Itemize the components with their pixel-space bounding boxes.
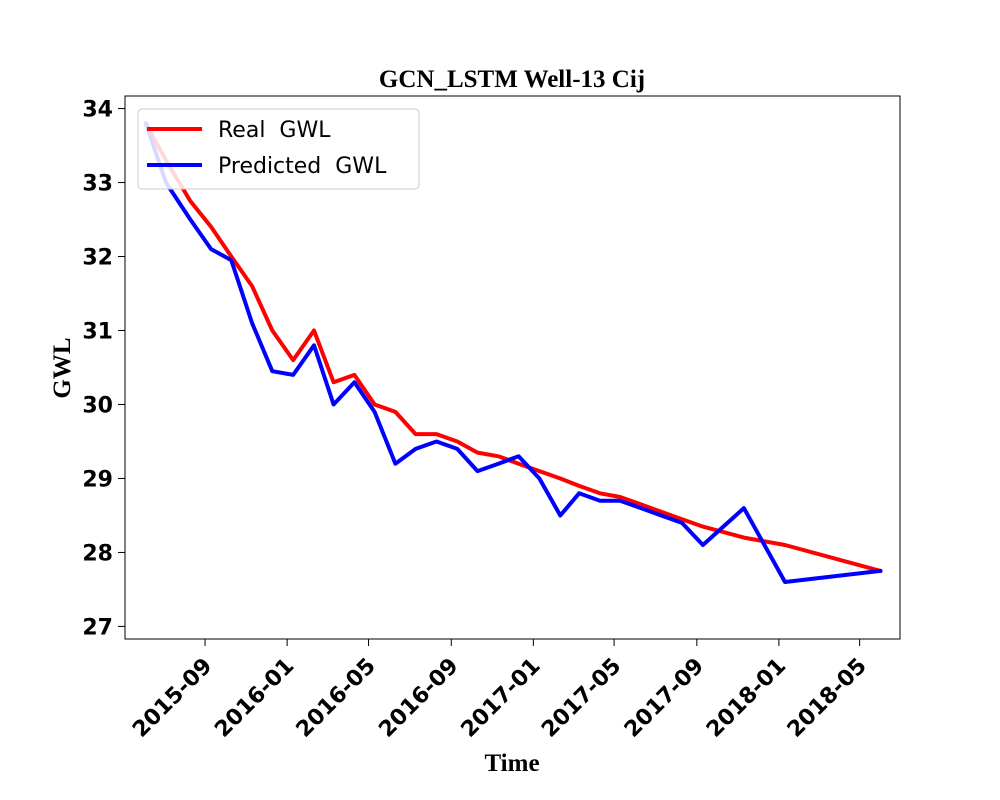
chart-title: GCN_LSTM Well-13 Cij bbox=[379, 66, 645, 93]
x-axis-label: Time bbox=[484, 750, 539, 777]
legend-box bbox=[137, 108, 420, 190]
legend: Real GWL Predicted GWL bbox=[137, 108, 420, 190]
series-line-0 bbox=[143, 121, 883, 573]
x-tick-label: 2018-05 bbox=[783, 654, 872, 743]
x-tick-label: 2016-09 bbox=[374, 654, 463, 743]
y-tick-label: 30 bbox=[82, 393, 113, 418]
series-line-1 bbox=[143, 121, 883, 584]
x-tick-label: 2016-05 bbox=[292, 654, 381, 743]
x-tick-label: 2017-09 bbox=[620, 654, 709, 743]
plot-frame bbox=[124, 95, 901, 640]
y-tick-label: 32 bbox=[82, 246, 113, 271]
y-tick-label: 27 bbox=[82, 615, 113, 640]
x-tick-label: 2017-01 bbox=[457, 654, 546, 743]
legend-label-0: Real GWL bbox=[218, 118, 331, 143]
y-axis: 27 28 29 30 31 32 33 34 bbox=[82, 98, 125, 640]
y-tick-label: 33 bbox=[82, 172, 113, 197]
y-axis-label: GWL bbox=[49, 337, 76, 398]
y-tick-label: 29 bbox=[82, 467, 113, 492]
x-tick-label: 2018-01 bbox=[702, 654, 791, 743]
x-tick-label: 2015-09 bbox=[128, 654, 217, 743]
x-tick-label: 2016-01 bbox=[210, 654, 299, 743]
y-tick-label: 28 bbox=[82, 541, 113, 566]
legend-label-1: Predicted GWL bbox=[218, 154, 387, 179]
y-tick-label: 31 bbox=[82, 320, 113, 345]
x-axis: 2015-092016-012016-052016-092017-012017-… bbox=[128, 639, 872, 743]
y-tick-label: 34 bbox=[82, 98, 113, 123]
series-layer bbox=[143, 121, 883, 584]
x-tick-label: 2017-05 bbox=[537, 654, 626, 743]
